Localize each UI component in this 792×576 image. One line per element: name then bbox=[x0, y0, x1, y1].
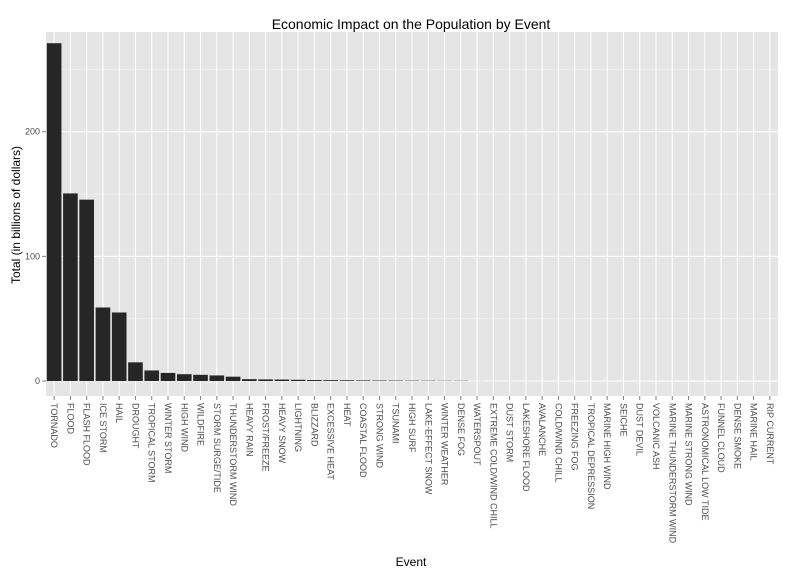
x-tick-label: WINTER WEATHER bbox=[440, 403, 450, 486]
x-tick-label: DUST DEVIL bbox=[635, 403, 645, 456]
bar bbox=[144, 370, 160, 382]
x-tick-label: MARINE THUNDERSTORM WIND bbox=[667, 403, 677, 544]
x-tick-label: LAKESHORE FLOOD bbox=[521, 403, 531, 492]
y-tick-label: 100 bbox=[25, 251, 40, 261]
x-axis: TORNADO FLOOD FLASH FLOOD ICE STORM HAIL DROU… bbox=[49, 396, 775, 544]
x-tick-label: WINTER STORM bbox=[163, 403, 173, 473]
x-tick-label: RIP CURRENT bbox=[765, 403, 775, 465]
x-tick-label: FREEZING FOG bbox=[570, 403, 580, 471]
bar bbox=[355, 380, 371, 382]
bar bbox=[111, 312, 127, 382]
x-tick-label: TSUNAMI bbox=[391, 403, 401, 444]
y-axis-title: Total (in billions of dollars) bbox=[9, 146, 23, 284]
x-tick-label: COASTAL FLOOD bbox=[358, 403, 368, 478]
x-tick-label: ICE STORM bbox=[98, 403, 108, 453]
bar bbox=[176, 374, 192, 382]
x-tick-label: WILDFIRE bbox=[196, 403, 206, 446]
x-tick-label: MARINE STRONG WIND bbox=[684, 403, 694, 506]
x-tick-label: TROPICAL STORM bbox=[147, 403, 157, 483]
x-tick-label: STORM SURGE/TIDE bbox=[212, 403, 222, 493]
x-tick-label: DUST STORM bbox=[505, 403, 515, 462]
x-tick-label: FLOOD bbox=[65, 403, 75, 435]
x-tick-label: DROUGHT bbox=[130, 403, 140, 449]
x-tick-label: LIGHTNING bbox=[293, 403, 303, 452]
x-tick-label: WATERSPOUT bbox=[472, 403, 482, 466]
x-tick-label: STRONG WIND bbox=[374, 403, 384, 468]
bar bbox=[242, 379, 257, 382]
x-tick-label: FLASH FLOOD bbox=[82, 403, 92, 466]
x-tick-label: MARINE HAIL bbox=[749, 403, 759, 461]
x-tick-label: HIGH WIND bbox=[179, 403, 189, 452]
x-tick-label: MARINE HIGH WIND bbox=[602, 403, 612, 490]
x-axis-title: Event bbox=[396, 555, 427, 569]
x-tick-label: THUNDERSTORM WIND bbox=[228, 403, 238, 506]
bar bbox=[209, 375, 225, 382]
bar bbox=[95, 307, 111, 382]
bar bbox=[225, 376, 241, 382]
x-tick-label: HEAT bbox=[342, 403, 352, 427]
x-tick-label: BLIZZARD bbox=[309, 403, 319, 447]
x-tick-label: LAKE-EFFECT SNOW bbox=[423, 403, 433, 495]
x-tick-label: FROST/FREEZE bbox=[261, 403, 271, 472]
x-tick-label: DENSE SMOKE bbox=[732, 403, 742, 469]
bar bbox=[160, 372, 176, 382]
x-tick-label: VOLCANIC ASH bbox=[651, 403, 661, 470]
x-tick-label: ASTRONOMICAL LOW TIDE bbox=[700, 403, 710, 521]
x-tick-label: AVALANCHE bbox=[537, 403, 547, 456]
x-tick-label: SEICHE bbox=[618, 403, 628, 437]
x-tick-label: HEAVY SNOW bbox=[277, 403, 287, 464]
x-tick-label: COLD/WIND CHILL bbox=[553, 403, 563, 483]
x-tick-label: DENSE FOG bbox=[456, 403, 466, 456]
bar bbox=[258, 379, 273, 382]
bars bbox=[46, 43, 648, 382]
bar bbox=[339, 380, 355, 382]
chart-title: Economic Impact on the Population by Eve… bbox=[272, 16, 551, 32]
bar bbox=[193, 374, 208, 382]
x-tick-label: FUNNEL CLOUD bbox=[716, 403, 726, 473]
x-tick-label: TROPICAL DEPRESSION bbox=[586, 403, 596, 509]
bar bbox=[323, 380, 338, 382]
x-tick-label: HAIL bbox=[114, 403, 124, 423]
bar bbox=[79, 199, 94, 382]
bar bbox=[290, 379, 306, 382]
x-tick-label: EXCESSIVE HEAT bbox=[326, 403, 336, 480]
x-tick-label: HEAVY RAIN bbox=[244, 403, 254, 457]
y-tick-label: 0 bbox=[35, 376, 40, 386]
x-tick-label: EXTREME COLD/WIND CHILL bbox=[488, 403, 498, 529]
bar bbox=[63, 193, 78, 382]
y-tick-label: 200 bbox=[25, 127, 40, 137]
bar bbox=[307, 380, 322, 382]
bar bbox=[46, 43, 62, 382]
bar bbox=[128, 362, 143, 382]
x-tick-label: HIGH SURF bbox=[407, 403, 417, 453]
bar bbox=[274, 379, 290, 382]
x-tick-label: TORNADO bbox=[49, 403, 59, 448]
y-axis: 0 100 200 bbox=[25, 127, 46, 386]
